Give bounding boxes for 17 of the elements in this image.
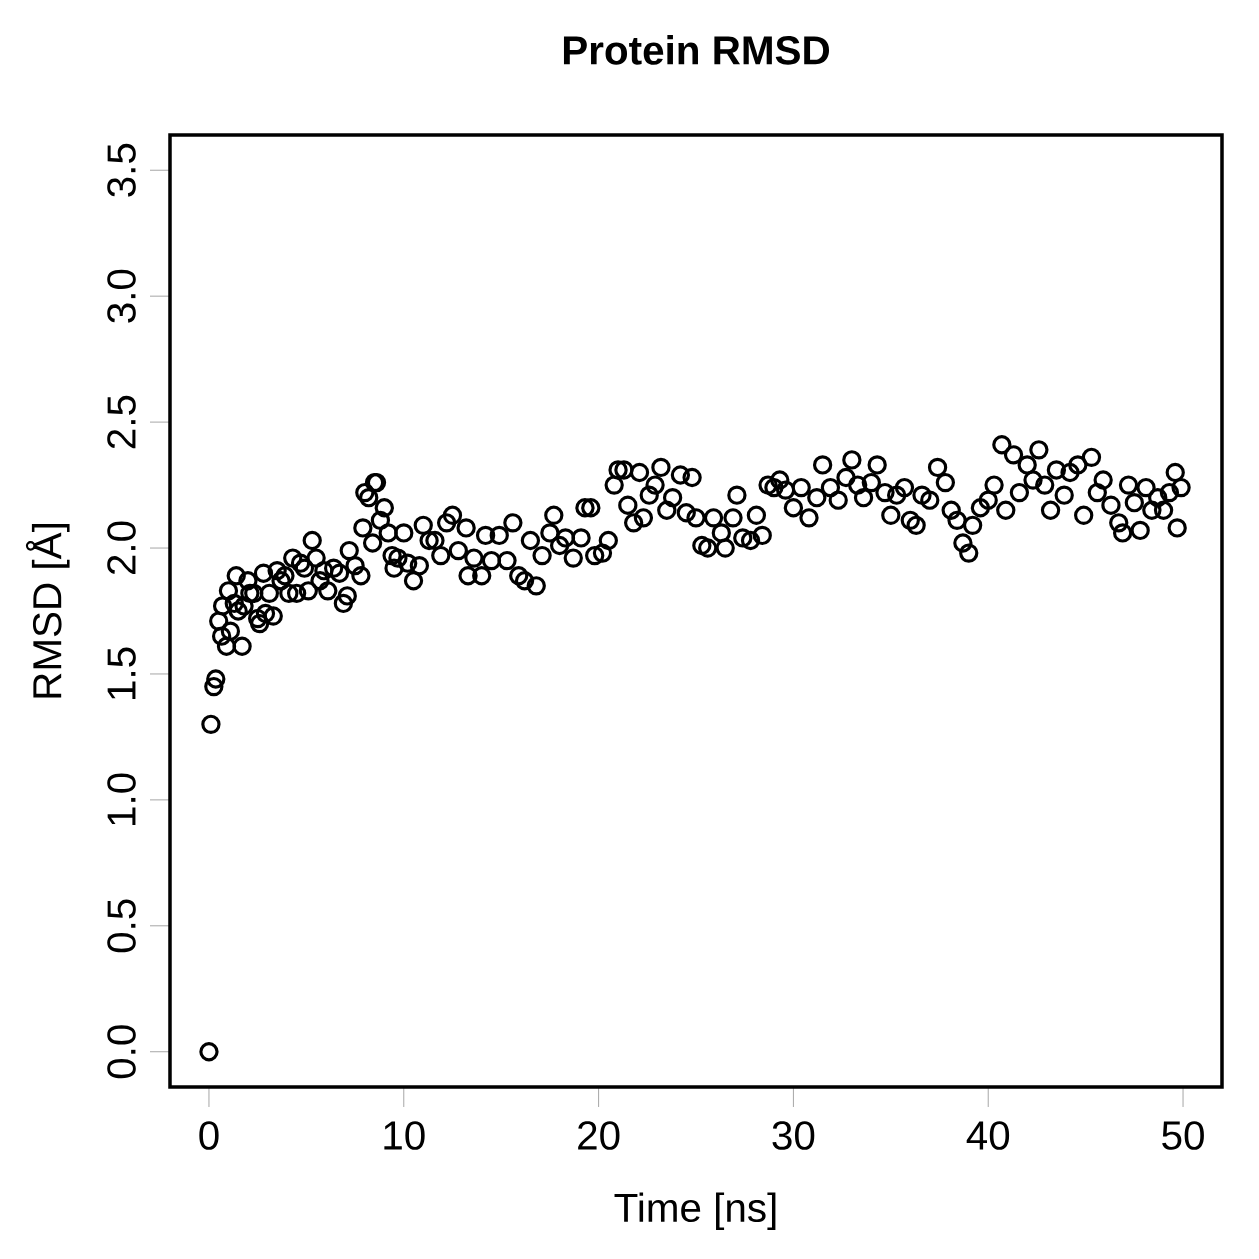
x-axis-title: Time [ns] bbox=[614, 1192, 776, 1231]
y-axis-title: RMSD [Å] bbox=[25, 524, 70, 698]
x-tick-label: 40 bbox=[966, 1121, 1010, 1150]
y-tick-label: 2.0 bbox=[107, 521, 136, 575]
y-tick-label: 0.0 bbox=[107, 1025, 136, 1079]
y-tick-label: 1.0 bbox=[107, 773, 136, 825]
chart-title: Protein RMSD bbox=[563, 35, 830, 65]
y-tick-label: 2.5 bbox=[107, 395, 136, 449]
y-tick-label: 3.5 bbox=[107, 143, 136, 197]
x-tick-label: 30 bbox=[772, 1121, 815, 1150]
y-tick-label: 0.5 bbox=[107, 899, 136, 953]
y-tick-label: 1.5 bbox=[107, 647, 136, 699]
y-tick-label: 3.0 bbox=[107, 269, 136, 323]
x-tick-label: 20 bbox=[578, 1121, 620, 1150]
x-tick-label: 50 bbox=[1162, 1121, 1204, 1150]
x-tick-label: 0 bbox=[199, 1121, 219, 1150]
x-tick-label: 10 bbox=[384, 1121, 425, 1150]
